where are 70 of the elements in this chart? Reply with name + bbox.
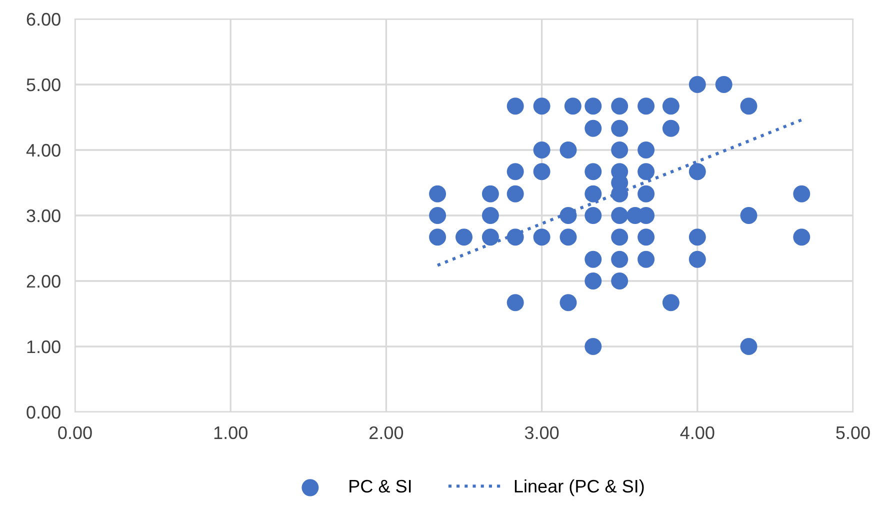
point — [662, 98, 680, 115]
point — [584, 98, 602, 115]
point — [429, 228, 446, 246]
point — [533, 98, 550, 115]
point — [715, 76, 732, 94]
point — [429, 206, 446, 224]
point — [429, 185, 446, 202]
point — [740, 338, 758, 356]
x-tick-label: 2.00 — [370, 426, 404, 440]
point — [611, 272, 628, 290]
point — [688, 250, 706, 268]
point — [662, 294, 680, 312]
legend-label: PC & SI — [350, 480, 411, 493]
point — [688, 228, 706, 246]
point — [584, 120, 602, 137]
y-tick-label: 2.00 — [26, 274, 60, 288]
point — [506, 228, 524, 246]
point — [584, 272, 602, 290]
y-tick-label: 3.00 — [26, 209, 60, 222]
point — [455, 228, 473, 246]
point — [533, 228, 550, 246]
point — [533, 163, 550, 180]
point — [560, 228, 577, 246]
point — [506, 185, 524, 202]
point — [793, 228, 810, 246]
point — [584, 185, 602, 202]
point — [611, 250, 628, 268]
point — [611, 120, 628, 137]
point — [688, 163, 706, 180]
point — [506, 98, 524, 115]
point — [482, 206, 499, 224]
point — [611, 228, 628, 246]
point — [482, 185, 499, 202]
y-tick-label: 5.00 — [26, 78, 60, 92]
point — [611, 141, 628, 159]
point — [584, 206, 602, 224]
point — [584, 163, 602, 180]
x-tick-label: 5.00 — [836, 426, 870, 440]
y-tick-label: 4.00 — [26, 144, 60, 157]
point — [638, 98, 655, 115]
point — [638, 250, 655, 268]
y-tick-label: 0.00 — [26, 406, 60, 419]
point — [662, 120, 680, 137]
point — [688, 76, 706, 94]
x-tick-label: 0.00 — [58, 426, 92, 440]
point — [584, 338, 602, 356]
y-tick-label: 1.00 — [27, 340, 60, 354]
point — [560, 206, 577, 224]
x-tick-label: 3.00 — [524, 426, 559, 440]
point — [611, 206, 628, 224]
point — [560, 294, 577, 312]
point — [638, 141, 655, 159]
point — [560, 141, 577, 159]
point — [506, 294, 524, 312]
x-tick-label: 1.00 — [214, 426, 248, 440]
point — [638, 228, 655, 246]
point — [638, 185, 655, 202]
point — [638, 163, 655, 180]
point — [611, 98, 628, 115]
point — [506, 163, 524, 180]
point — [482, 228, 499, 246]
point — [740, 206, 758, 224]
y-tick-label: 6.00 — [26, 12, 60, 26]
point — [793, 185, 810, 202]
point — [533, 141, 550, 159]
point — [740, 98, 758, 115]
point — [564, 98, 582, 115]
legend-label: Linear (PC & SI) — [514, 479, 644, 496]
x-tick-label: 4.00 — [680, 426, 714, 440]
point — [584, 250, 602, 268]
